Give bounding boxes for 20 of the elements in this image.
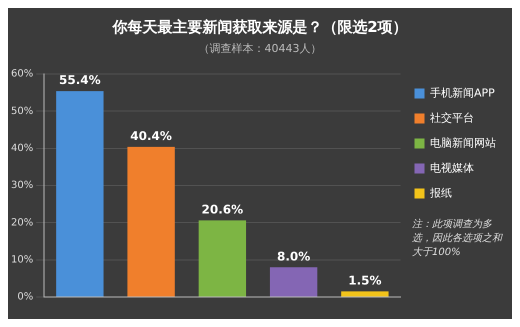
y-tick-label: 50% bbox=[10, 106, 34, 117]
y-tick-label: 10% bbox=[10, 254, 34, 266]
y-tick-label: 0% bbox=[17, 292, 34, 303]
legend-label: 电视媒体 bbox=[430, 161, 474, 174]
legend-label: 社交平台 bbox=[430, 111, 474, 124]
text: 8.0% bbox=[276, 249, 310, 264]
y-tick-label: 40% bbox=[10, 142, 34, 154]
text: 40.4% bbox=[130, 128, 172, 143]
text: 55.4% bbox=[59, 73, 101, 88]
chart-subtitle: （调查样本：40443人） bbox=[198, 41, 322, 56]
legend-label: 电脑新闻网站 bbox=[430, 136, 496, 150]
legend-label: 报纸 bbox=[429, 186, 452, 200]
y-tick-label: 60% bbox=[10, 68, 34, 80]
y-tick-label: 20% bbox=[10, 217, 34, 228]
chart-title: 你每天最主要新闻获取来源是？（限选2项） bbox=[111, 17, 409, 37]
y-tick-label: 30% bbox=[10, 180, 34, 192]
legend-label: 手机新闻APP bbox=[430, 86, 496, 100]
text: 注：此项调查为多选，因此各选项之和大于100% bbox=[412, 218, 504, 259]
text: 20.6% bbox=[202, 202, 244, 217]
text: 1.5% bbox=[348, 274, 382, 288]
